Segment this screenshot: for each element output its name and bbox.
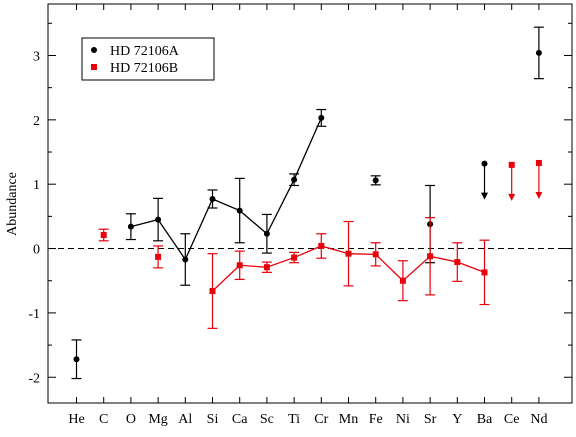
- legend: HD 72106A HD 72106B: [81, 37, 215, 81]
- data-point-ti: [291, 254, 298, 261]
- legend-label-series-a: HD 72106A: [110, 44, 180, 59]
- data-point-si: [209, 288, 216, 295]
- plot-frame: [47, 3, 573, 404]
- series-hd-72106b: [98, 159, 543, 329]
- x-tick-label-he: He: [68, 412, 84, 427]
- data-point-mn: [345, 250, 352, 257]
- data-point-fe: [372, 177, 379, 184]
- data-point-mg: [155, 253, 162, 260]
- x-tick-label-o: O: [126, 412, 136, 427]
- data-point-cr: [318, 114, 325, 121]
- x-tick-label-cr: Cr: [314, 412, 328, 427]
- data-point-si: [209, 195, 216, 202]
- x-tick-label-ce: Ce: [504, 412, 520, 427]
- legend-marker-series-b: [91, 64, 97, 70]
- data-point-ba: [481, 269, 488, 276]
- series-layer: [71, 26, 544, 380]
- x-tick-label-nd: Nd: [530, 412, 547, 427]
- x-tick-label-sr: Sr: [424, 412, 437, 427]
- upper-limit-arrow-head-ce: [508, 193, 516, 201]
- y-tick-label: 2: [33, 114, 40, 129]
- data-point-o: [127, 223, 134, 230]
- data-point-sr: [427, 253, 434, 260]
- x-tick-label-mg: Mg: [148, 412, 167, 427]
- x-tick-label-mn: Mn: [339, 412, 358, 427]
- upper-limit-arrow-head-nd: [535, 191, 543, 199]
- legend-label-series-b: HD 72106B: [110, 61, 178, 76]
- data-point-ca: [236, 207, 243, 214]
- data-point-c: [100, 232, 107, 239]
- data-point-he: [73, 356, 80, 363]
- x-tick-label-ba: Ba: [477, 412, 493, 427]
- y-tick-label: -1: [28, 307, 40, 322]
- data-point-ca: [236, 262, 243, 269]
- legend-box: [81, 37, 215, 81]
- y-tick-label: 0: [33, 243, 40, 258]
- x-tick-label-y: Y: [452, 412, 462, 427]
- series-line-hd-72106a: [130, 117, 322, 261]
- x-tick-label-al: Al: [178, 412, 192, 427]
- x-tick-label-ti: Ti: [288, 412, 300, 427]
- data-point-ni: [399, 277, 406, 284]
- y-tick-label: 3: [33, 49, 40, 64]
- x-tick-label-fe: Fe: [369, 412, 383, 427]
- y-tick-label: 1: [33, 178, 40, 193]
- data-point-al: [182, 256, 189, 263]
- data-point-sc: [263, 264, 270, 271]
- legend-marker-series-a: [91, 47, 97, 53]
- x-tick-label-sc: Sc: [260, 412, 274, 427]
- data-point-fe: [372, 251, 379, 258]
- data-point-ti: [291, 176, 298, 183]
- axis-layer: -2 -1 0 1 2 3 He C O Mg Al Si Ca Sc Ti Cr Mn Fe Ni Sr Y Ba Ce N…: [28, 4, 572, 427]
- data-point-nd: [535, 49, 542, 56]
- series-hd-72106a: [71, 26, 544, 380]
- x-tick-label-si: Si: [207, 412, 219, 427]
- data-point-sc: [263, 230, 270, 237]
- data-point-y: [454, 259, 461, 266]
- upper-limit-arrow-head-ba: [481, 192, 488, 200]
- x-tick-label-ca: Ca: [232, 412, 248, 427]
- x-tick-label-c: C: [99, 412, 108, 427]
- y-tick-label: -2: [28, 371, 40, 386]
- y-axis-label: Abundance: [5, 172, 20, 236]
- data-point-cr: [318, 242, 325, 249]
- x-tick-label-ni: Ni: [396, 412, 410, 427]
- data-point-mg: [155, 216, 162, 223]
